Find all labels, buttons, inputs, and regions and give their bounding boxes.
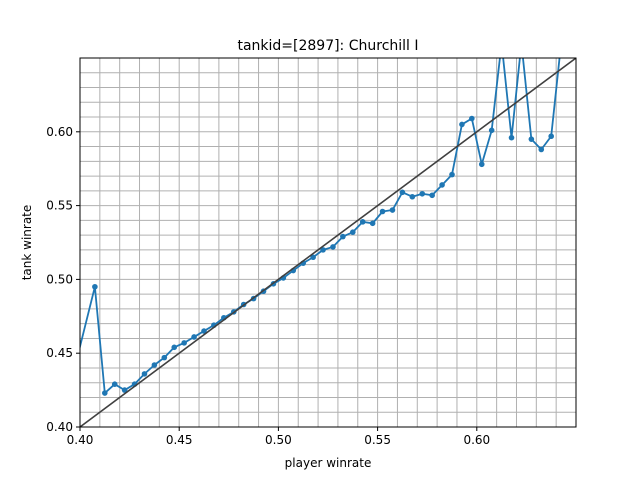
data-point (389, 207, 396, 213)
data-point (320, 247, 326, 253)
y-axis-label: tank winrate (20, 205, 34, 281)
x-axis-label: player winrate (285, 456, 372, 470)
data-point (419, 190, 426, 197)
data-point (459, 121, 465, 128)
data-point (478, 161, 485, 168)
x-tick-label: 0.45 (166, 433, 193, 447)
plot-area (80, 58, 576, 427)
data-point (340, 233, 346, 240)
data-point (350, 229, 356, 235)
data-point (508, 134, 515, 141)
data-point (548, 133, 554, 140)
data-point (429, 192, 435, 199)
data-point (121, 387, 128, 393)
x-tick-label: 0.60 (463, 433, 490, 447)
data-point (359, 219, 366, 225)
data-point (201, 328, 207, 334)
axes-frame (79, 57, 577, 428)
data-point (171, 344, 178, 351)
y-tick-label: 0.50 (46, 272, 73, 286)
y-axis: 0.40 0.45 0.50 0.55 0.60 (46, 125, 80, 434)
data-point (102, 390, 108, 396)
data-point (528, 136, 535, 142)
data-point (151, 362, 158, 368)
x-tick-label: 0.50 (265, 433, 292, 447)
reference-diagonal-line (80, 58, 576, 427)
data-point (469, 115, 475, 122)
data-point (330, 244, 336, 250)
x-tick-label: 0.55 (364, 433, 391, 447)
x-axis: 0.40 0.45 0.50 0.55 0.60 (67, 427, 490, 447)
data-point (191, 334, 197, 340)
data-point (111, 381, 118, 387)
data-point (141, 371, 148, 377)
data-point (161, 354, 168, 361)
data-point (449, 171, 455, 178)
data-point (399, 189, 406, 196)
x-tick-label: 0.40 (67, 433, 94, 447)
data-point (409, 193, 416, 200)
data-point (538, 146, 545, 153)
y-tick-label: 0.60 (46, 125, 73, 139)
data-point (379, 208, 386, 215)
data-point (181, 340, 187, 346)
data-point (488, 127, 495, 134)
y-tick-label: 0.40 (46, 420, 73, 434)
data-point (92, 283, 98, 290)
y-tick-label: 0.55 (46, 199, 73, 213)
data-point (310, 254, 316, 261)
chart-title: tankid=[2897]: Churchill I (237, 38, 418, 54)
data-point (439, 182, 445, 188)
data-point (369, 220, 376, 227)
y-tick-label: 0.45 (46, 346, 73, 360)
